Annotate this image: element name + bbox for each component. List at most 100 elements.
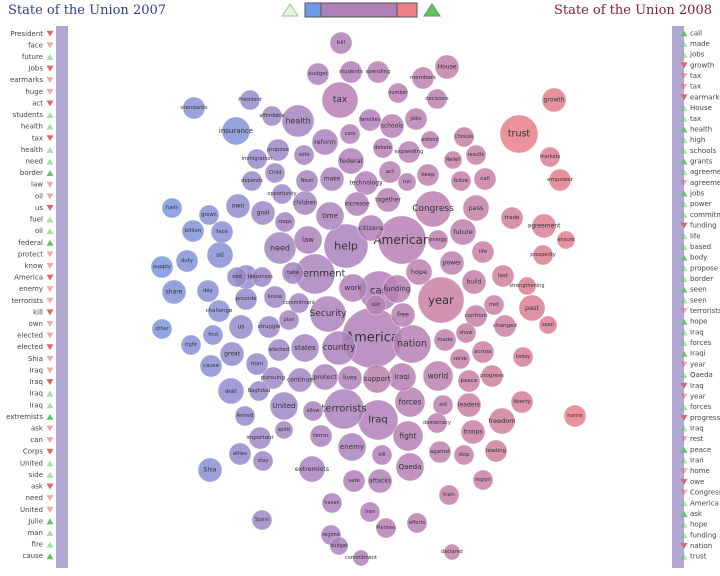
bubble-take[interactable]: take: [281, 261, 305, 285]
rail-item-law[interactable]: law: [31, 181, 54, 189]
rail-item-call[interactable]: call: [680, 29, 703, 37]
bubble-made[interactable]: made: [433, 328, 457, 352]
rail-item-iraqi[interactable]: Iraqi: [680, 350, 706, 358]
bubble-pursuing[interactable]: pursuing: [261, 366, 285, 390]
bubble-hope[interactable]: hope: [405, 258, 433, 286]
bubble-duty[interactable]: duty: [175, 249, 199, 273]
bubble-enemy[interactable]: enemy: [337, 432, 367, 462]
rail-item-life[interactable]: life: [680, 232, 701, 240]
bubble-confront[interactable]: confront: [465, 304, 489, 328]
bubble-iraqi[interactable]: Iraqi: [387, 362, 417, 392]
rail-item-act[interactable]: act: [32, 99, 54, 107]
rail-item-corps[interactable]: Corps: [23, 448, 54, 456]
bubble-share[interactable]: share: [161, 279, 187, 305]
rail-item-fire[interactable]: fire: [32, 541, 54, 549]
bubble-stay[interactable]: stay: [252, 450, 274, 472]
rail-item-terrorists[interactable]: terrorists: [11, 297, 54, 305]
bubble-important[interactable]: important: [246, 426, 274, 450]
bubble-affordable[interactable]: affordable: [259, 105, 285, 127]
rail-item-agreement[interactable]: agreement: [680, 168, 720, 176]
bubble-keep[interactable]: keep: [416, 163, 440, 187]
rail-item-power[interactable]: power: [680, 200, 712, 208]
bubble-free[interactable]: free: [390, 302, 416, 328]
bubble-leaders[interactable]: leaders: [456, 392, 482, 418]
bubble-extend[interactable]: extend: [420, 130, 440, 150]
bubble-progress[interactable]: progress: [480, 364, 504, 388]
bubble-cause[interactable]: cause: [199, 354, 223, 378]
bubble-plan[interactable]: plan: [278, 309, 300, 331]
bubble-steps[interactable]: steps: [274, 211, 296, 233]
bubble-united[interactable]: United: [269, 391, 299, 421]
bubble-own[interactable]: own: [225, 193, 251, 219]
bubble-year[interactable]: year: [417, 276, 465, 324]
bubble-nation[interactable]: nation: [392, 324, 432, 364]
bubble-commitment[interactable]: commitment: [345, 549, 377, 567]
bubble-continue[interactable]: continue: [287, 367, 313, 393]
bubble-find[interactable]: find: [202, 324, 224, 346]
rail-item-fuel[interactable]: fuel: [30, 216, 54, 224]
rail-item-oil[interactable]: oil: [35, 192, 54, 200]
bubble-house[interactable]: House: [434, 54, 460, 80]
bubble-know[interactable]: know: [263, 285, 287, 309]
bubble-haven[interactable]: haven: [321, 492, 343, 514]
bubble-federal[interactable]: federal: [337, 147, 365, 175]
slider-right-section[interactable]: [396, 2, 418, 18]
bubble-right[interactable]: right: [180, 334, 202, 356]
rail-item-iraq[interactable]: Iraq: [29, 378, 54, 386]
bubble-safe[interactable]: safe: [342, 469, 366, 493]
rail-item-iraq[interactable]: Iraq: [29, 401, 54, 409]
bubble-liberty[interactable]: liberty: [510, 390, 534, 414]
bubble-families[interactable]: families: [358, 108, 382, 132]
bubble-democracy[interactable]: democracy: [423, 412, 451, 434]
bubble-terrorists[interactable]: terrorists: [321, 388, 367, 430]
right-arrow-icon[interactable]: [423, 3, 441, 17]
bubble-growth[interactable]: growth: [541, 87, 567, 113]
rail-item-funding[interactable]: funding: [680, 531, 717, 539]
rail-item-president[interactable]: President: [10, 30, 54, 38]
rail-item-ask[interactable]: ask: [31, 425, 54, 433]
rail-item-hope[interactable]: hope: [680, 318, 708, 326]
bubble-qaeda[interactable]: Qaeda: [395, 452, 425, 482]
rail-item-tax[interactable]: tax: [32, 134, 54, 142]
bubble-funding[interactable]: funding: [382, 274, 412, 304]
rail-item-us[interactable]: us: [35, 204, 54, 212]
bubble-expanding[interactable]: expanding: [395, 140, 424, 164]
bubble-changed[interactable]: changed: [493, 314, 517, 338]
rail-item-forces[interactable]: forces: [680, 339, 712, 347]
rail-item-iraq[interactable]: Iraq: [29, 366, 54, 374]
rail-item-jobs[interactable]: jobs: [680, 51, 705, 59]
bubble-iran[interactable]: Iran: [359, 501, 381, 523]
bubble-members[interactable]: members: [410, 66, 436, 90]
bubble-relief[interactable]: Relief: [443, 150, 463, 170]
rail-item-iraq[interactable]: Iraq: [29, 390, 54, 398]
bubble-us[interactable]: us: [228, 314, 254, 340]
bubble-budget[interactable]: budget: [306, 62, 330, 86]
bubble-other[interactable]: other: [151, 318, 173, 340]
bubble-prosperity[interactable]: prosperity: [530, 244, 556, 266]
rail-item-owe[interactable]: owe: [680, 478, 705, 486]
bubble-law[interactable]: law: [293, 225, 323, 255]
bubble-efforts[interactable]: efforts: [406, 512, 428, 534]
bubble-extremists[interactable]: extremists: [295, 455, 330, 483]
bubble-sunni[interactable]: Sunni: [251, 509, 273, 531]
bubble-time[interactable]: time: [315, 201, 345, 231]
bubble-past[interactable]: past: [518, 294, 546, 322]
bubble-pass[interactable]: pass: [462, 194, 490, 222]
rail-item-health[interactable]: health: [21, 123, 54, 131]
rail-item-made[interactable]: made: [680, 40, 710, 48]
bubble-opportunity[interactable]: opportunity: [267, 183, 297, 205]
rail-item-jobs[interactable]: jobs: [680, 190, 705, 198]
bubble-child[interactable]: Child: [264, 162, 286, 184]
rail-item-home[interactable]: home: [680, 467, 710, 475]
bubble-propose[interactable]: propose: [266, 138, 290, 162]
bubble-make[interactable]: make: [319, 166, 345, 192]
bubble-commitment[interactable]: commitment: [283, 292, 315, 314]
bubble-choices[interactable]: Choices: [453, 126, 475, 148]
rail-item-growth[interactable]: growth: [680, 61, 715, 69]
bubble-show[interactable]: show: [455, 322, 477, 344]
bubble-spirit[interactable]: spirit: [274, 420, 294, 440]
bubble-security[interactable]: Security: [310, 295, 348, 333]
bubble-vote[interactable]: vote: [293, 144, 315, 166]
bubble-energy[interactable]: energy: [427, 229, 449, 251]
bubble-train[interactable]: train: [438, 484, 460, 506]
